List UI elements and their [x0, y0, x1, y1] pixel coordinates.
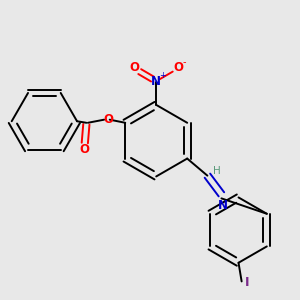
Text: O: O	[129, 61, 140, 74]
Text: O: O	[173, 61, 183, 74]
Text: N: N	[218, 199, 228, 212]
Text: H: H	[213, 166, 221, 176]
Text: N: N	[151, 75, 161, 88]
Text: O: O	[80, 143, 90, 156]
Text: I: I	[245, 277, 250, 290]
Text: -: -	[182, 57, 186, 67]
Text: +: +	[160, 71, 167, 80]
Text: O: O	[103, 113, 113, 126]
